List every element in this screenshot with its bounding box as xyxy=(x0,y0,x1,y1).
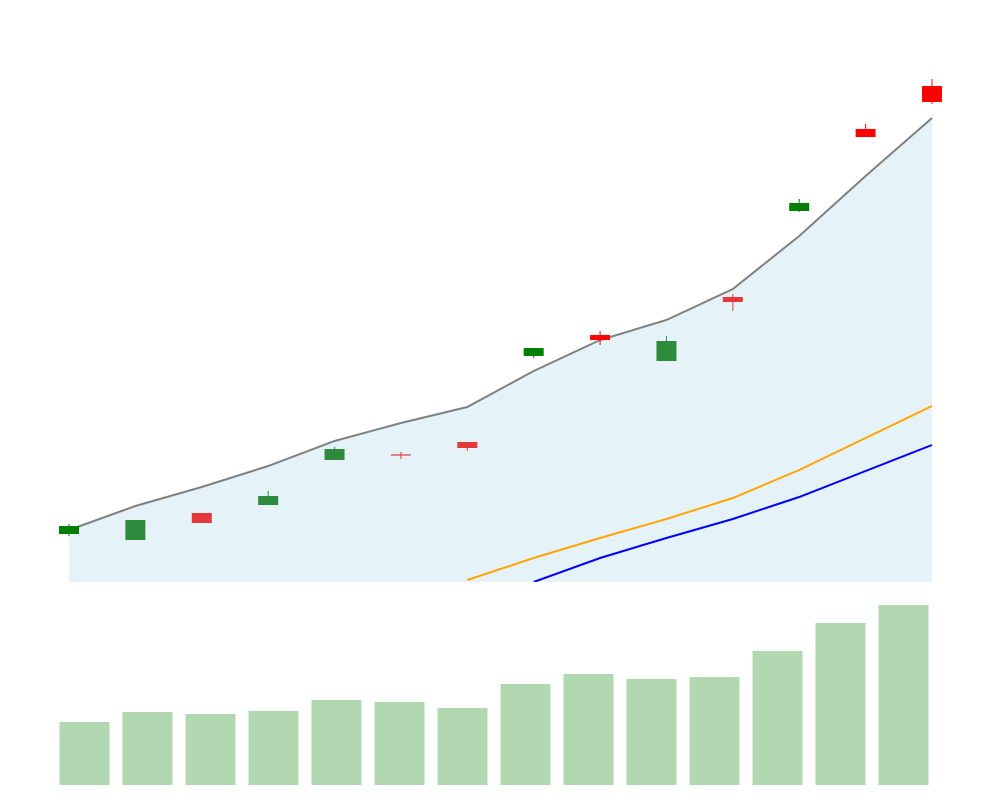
volume-bar xyxy=(248,711,299,785)
area xyxy=(69,118,932,582)
volume-bar xyxy=(689,677,740,785)
price-panel xyxy=(59,79,942,582)
candle-body xyxy=(523,348,544,356)
candle-body xyxy=(191,513,212,523)
line xyxy=(68,117,933,531)
candle-body xyxy=(258,496,279,505)
candle-body xyxy=(722,297,743,302)
volume-bar xyxy=(59,722,110,785)
candle-body xyxy=(922,86,942,102)
volume-bar xyxy=(122,712,173,785)
candle-body xyxy=(324,449,345,460)
volume-bar xyxy=(752,651,803,785)
candle-body xyxy=(125,520,146,540)
candle-body xyxy=(656,341,677,361)
line xyxy=(533,444,933,582)
candle-body xyxy=(590,335,611,340)
candle-body xyxy=(855,129,876,137)
volume-bar xyxy=(815,623,866,785)
volume-bar xyxy=(626,679,677,785)
volume-bar xyxy=(437,708,488,785)
candle-body xyxy=(457,442,478,448)
candle-body xyxy=(390,454,411,456)
volume-bar xyxy=(185,714,236,785)
volume-bar xyxy=(374,702,425,785)
candle-body xyxy=(789,203,810,211)
line xyxy=(466,405,933,581)
volume-bar xyxy=(500,684,551,785)
volume-bar xyxy=(563,674,614,785)
volume-panel xyxy=(59,605,929,785)
candle-body xyxy=(59,526,79,534)
volume-bar xyxy=(311,700,362,785)
volume-bar xyxy=(878,605,929,785)
